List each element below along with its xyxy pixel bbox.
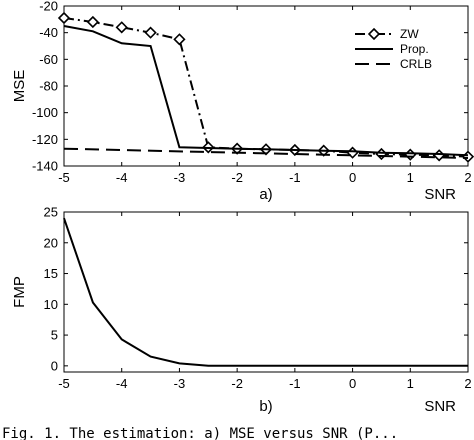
fmp-x-tick-label: -3 — [174, 376, 186, 391]
fmp-y-tick-label: 20 — [44, 235, 58, 250]
mse-x-tick-label: -4 — [116, 170, 128, 185]
legend-crlb-label: CRLB — [400, 57, 432, 71]
mse-zw-point — [433, 149, 446, 162]
mse-zw-point — [57, 11, 71, 25]
mse-y-tick-label: -140 — [32, 159, 58, 174]
fmp-panel-label: b) — [259, 398, 272, 415]
mse-prop-line — [63, 25, 469, 157]
fmp-y-tick-label: 15 — [44, 266, 58, 281]
mse-panel-label: a) — [259, 186, 272, 203]
mse-zw-point — [375, 147, 388, 161]
fmp-x-tick-label: -4 — [116, 376, 128, 391]
fmp-y-tick-label: 10 — [44, 297, 58, 312]
figure-caption: Fig. 1. The estimation: a) MSE versus SN… — [2, 426, 398, 440]
mse-crlb-line — [63, 147, 469, 159]
fmp-y-tick-label: 5 — [51, 328, 58, 343]
fmp-y-tick-label: 0 — [51, 358, 58, 373]
fmp-x-tick-label: 2 — [464, 376, 471, 391]
mse-zw-point — [86, 15, 99, 29]
mse-y-tick-label: -100 — [32, 105, 58, 120]
mse-zw-point — [173, 33, 186, 46]
mse-x-tick-label: 2 — [464, 170, 471, 185]
mse-zw-point — [461, 150, 474, 163]
fmp-plot-frame — [63, 211, 469, 373]
fmp-x-tick-label: -1 — [289, 376, 301, 391]
mse-x-tick-label: 0 — [349, 170, 356, 185]
mse-y-tick-label: -120 — [32, 132, 58, 147]
mse-series-group — [57, 11, 474, 163]
mse-x-tick-label: -1 — [289, 170, 301, 185]
legend-prop-label: Prop. — [400, 42, 429, 56]
fmp-x-tick-label: 1 — [407, 376, 414, 391]
mse-x-tick-label: -3 — [174, 170, 186, 185]
fmp-x-axis-label: SNR — [424, 398, 456, 415]
legend-zw-label: ZW — [400, 27, 419, 41]
fmp-series0-line — [63, 217, 468, 367]
mse-y-tick-label: -40 — [39, 25, 58, 40]
mse-zw-point — [144, 26, 157, 39]
fmp-series-group — [63, 217, 468, 367]
fmp-y-tick-label: 25 — [44, 205, 58, 220]
mse-y-tick-label: -80 — [39, 79, 58, 94]
fmp-x-tick-label: -5 — [58, 376, 70, 391]
mse-zw-point — [115, 21, 128, 34]
mse-zw-point — [404, 148, 417, 161]
mse-panel: -5 -4 -3 -2 -1 0 1 2 -20 -40 -60 -80 -100 -120 -140 ZW… — [11, 0, 474, 203]
mse-axis-ticks: -5 -4 -3 -2 -1 0 1 2 -20 -40 -60 -80 -100 -120 -140 — [32, 0, 472, 185]
mse-y-tick-label: -20 — [39, 0, 58, 14]
mse-y-axis-label: MSE — [11, 70, 28, 103]
fmp-y-axis-label: FMP — [11, 276, 28, 308]
legend-zw-marker — [367, 27, 381, 41]
mse-x-axis-label: SNR — [424, 186, 456, 203]
mse-x-tick-label: -5 — [58, 170, 70, 185]
fmp-x-tick-label: 0 — [349, 376, 356, 391]
mse-y-tick-label: -60 — [39, 52, 58, 67]
mse-x-tick-label: -2 — [231, 170, 243, 185]
mse-x-tick-label: 1 — [407, 170, 414, 185]
fmp-x-tick-label: -2 — [231, 376, 243, 391]
